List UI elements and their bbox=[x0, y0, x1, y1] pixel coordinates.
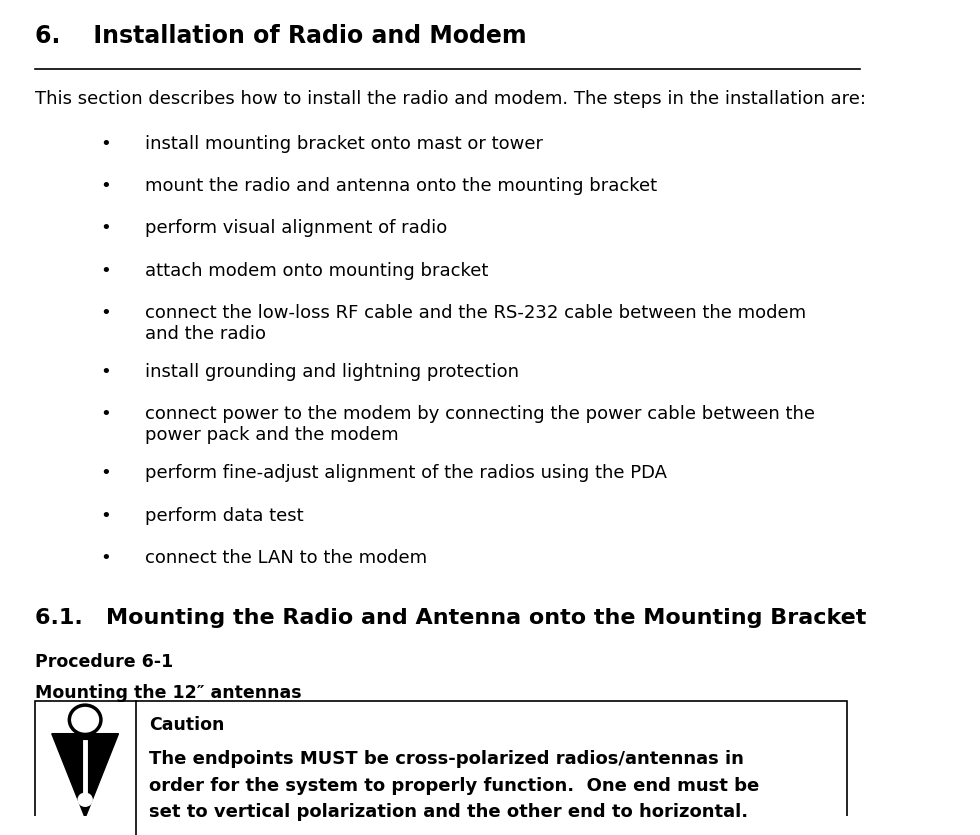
Text: •: • bbox=[100, 464, 111, 482]
Text: attach modem onto mounting bracket: attach modem onto mounting bracket bbox=[145, 262, 488, 280]
Text: perform fine-adjust alignment of the radios using the PDA: perform fine-adjust alignment of the rad… bbox=[145, 464, 666, 482]
Text: •: • bbox=[100, 134, 111, 153]
Text: •: • bbox=[100, 304, 111, 322]
Text: mount the radio and antenna onto the mounting bracket: mount the radio and antenna onto the mou… bbox=[145, 177, 657, 195]
Text: Procedure 6-1: Procedure 6-1 bbox=[35, 652, 173, 671]
Text: perform visual alignment of radio: perform visual alignment of radio bbox=[145, 220, 447, 237]
Text: •: • bbox=[100, 262, 111, 280]
Text: connect the LAN to the modem: connect the LAN to the modem bbox=[145, 549, 427, 567]
Text: Caution: Caution bbox=[149, 716, 224, 734]
Text: •: • bbox=[100, 177, 111, 195]
Text: install mounting bracket onto mast or tower: install mounting bracket onto mast or to… bbox=[145, 134, 543, 153]
Text: •: • bbox=[100, 507, 111, 524]
Text: The endpoints MUST be cross-polarized radios/antennas in
order for the system to: The endpoints MUST be cross-polarized ra… bbox=[149, 751, 760, 821]
Text: •: • bbox=[100, 220, 111, 237]
Polygon shape bbox=[52, 734, 119, 817]
Circle shape bbox=[78, 793, 92, 807]
Text: perform data test: perform data test bbox=[145, 507, 304, 524]
FancyBboxPatch shape bbox=[35, 701, 847, 835]
Text: 6.    Installation of Radio and Modem: 6. Installation of Radio and Modem bbox=[35, 24, 526, 48]
Text: 6.1.   Mounting the Radio and Antenna onto the Mounting Bracket: 6.1. Mounting the Radio and Antenna onto… bbox=[35, 608, 866, 628]
Text: •: • bbox=[100, 549, 111, 567]
Text: connect the low-loss RF cable and the RS-232 cable between the modem
and the rad: connect the low-loss RF cable and the RS… bbox=[145, 304, 806, 343]
Text: This section describes how to install the radio and modem. The steps in the inst: This section describes how to install th… bbox=[35, 89, 866, 108]
Text: •: • bbox=[100, 363, 111, 381]
Text: connect power to the modem by connecting the power cable between the
power pack : connect power to the modem by connecting… bbox=[145, 405, 814, 444]
Text: Mounting the 12″ antennas: Mounting the 12″ antennas bbox=[35, 684, 302, 701]
Text: install grounding and lightning protection: install grounding and lightning protecti… bbox=[145, 363, 518, 381]
Text: •: • bbox=[100, 405, 111, 423]
